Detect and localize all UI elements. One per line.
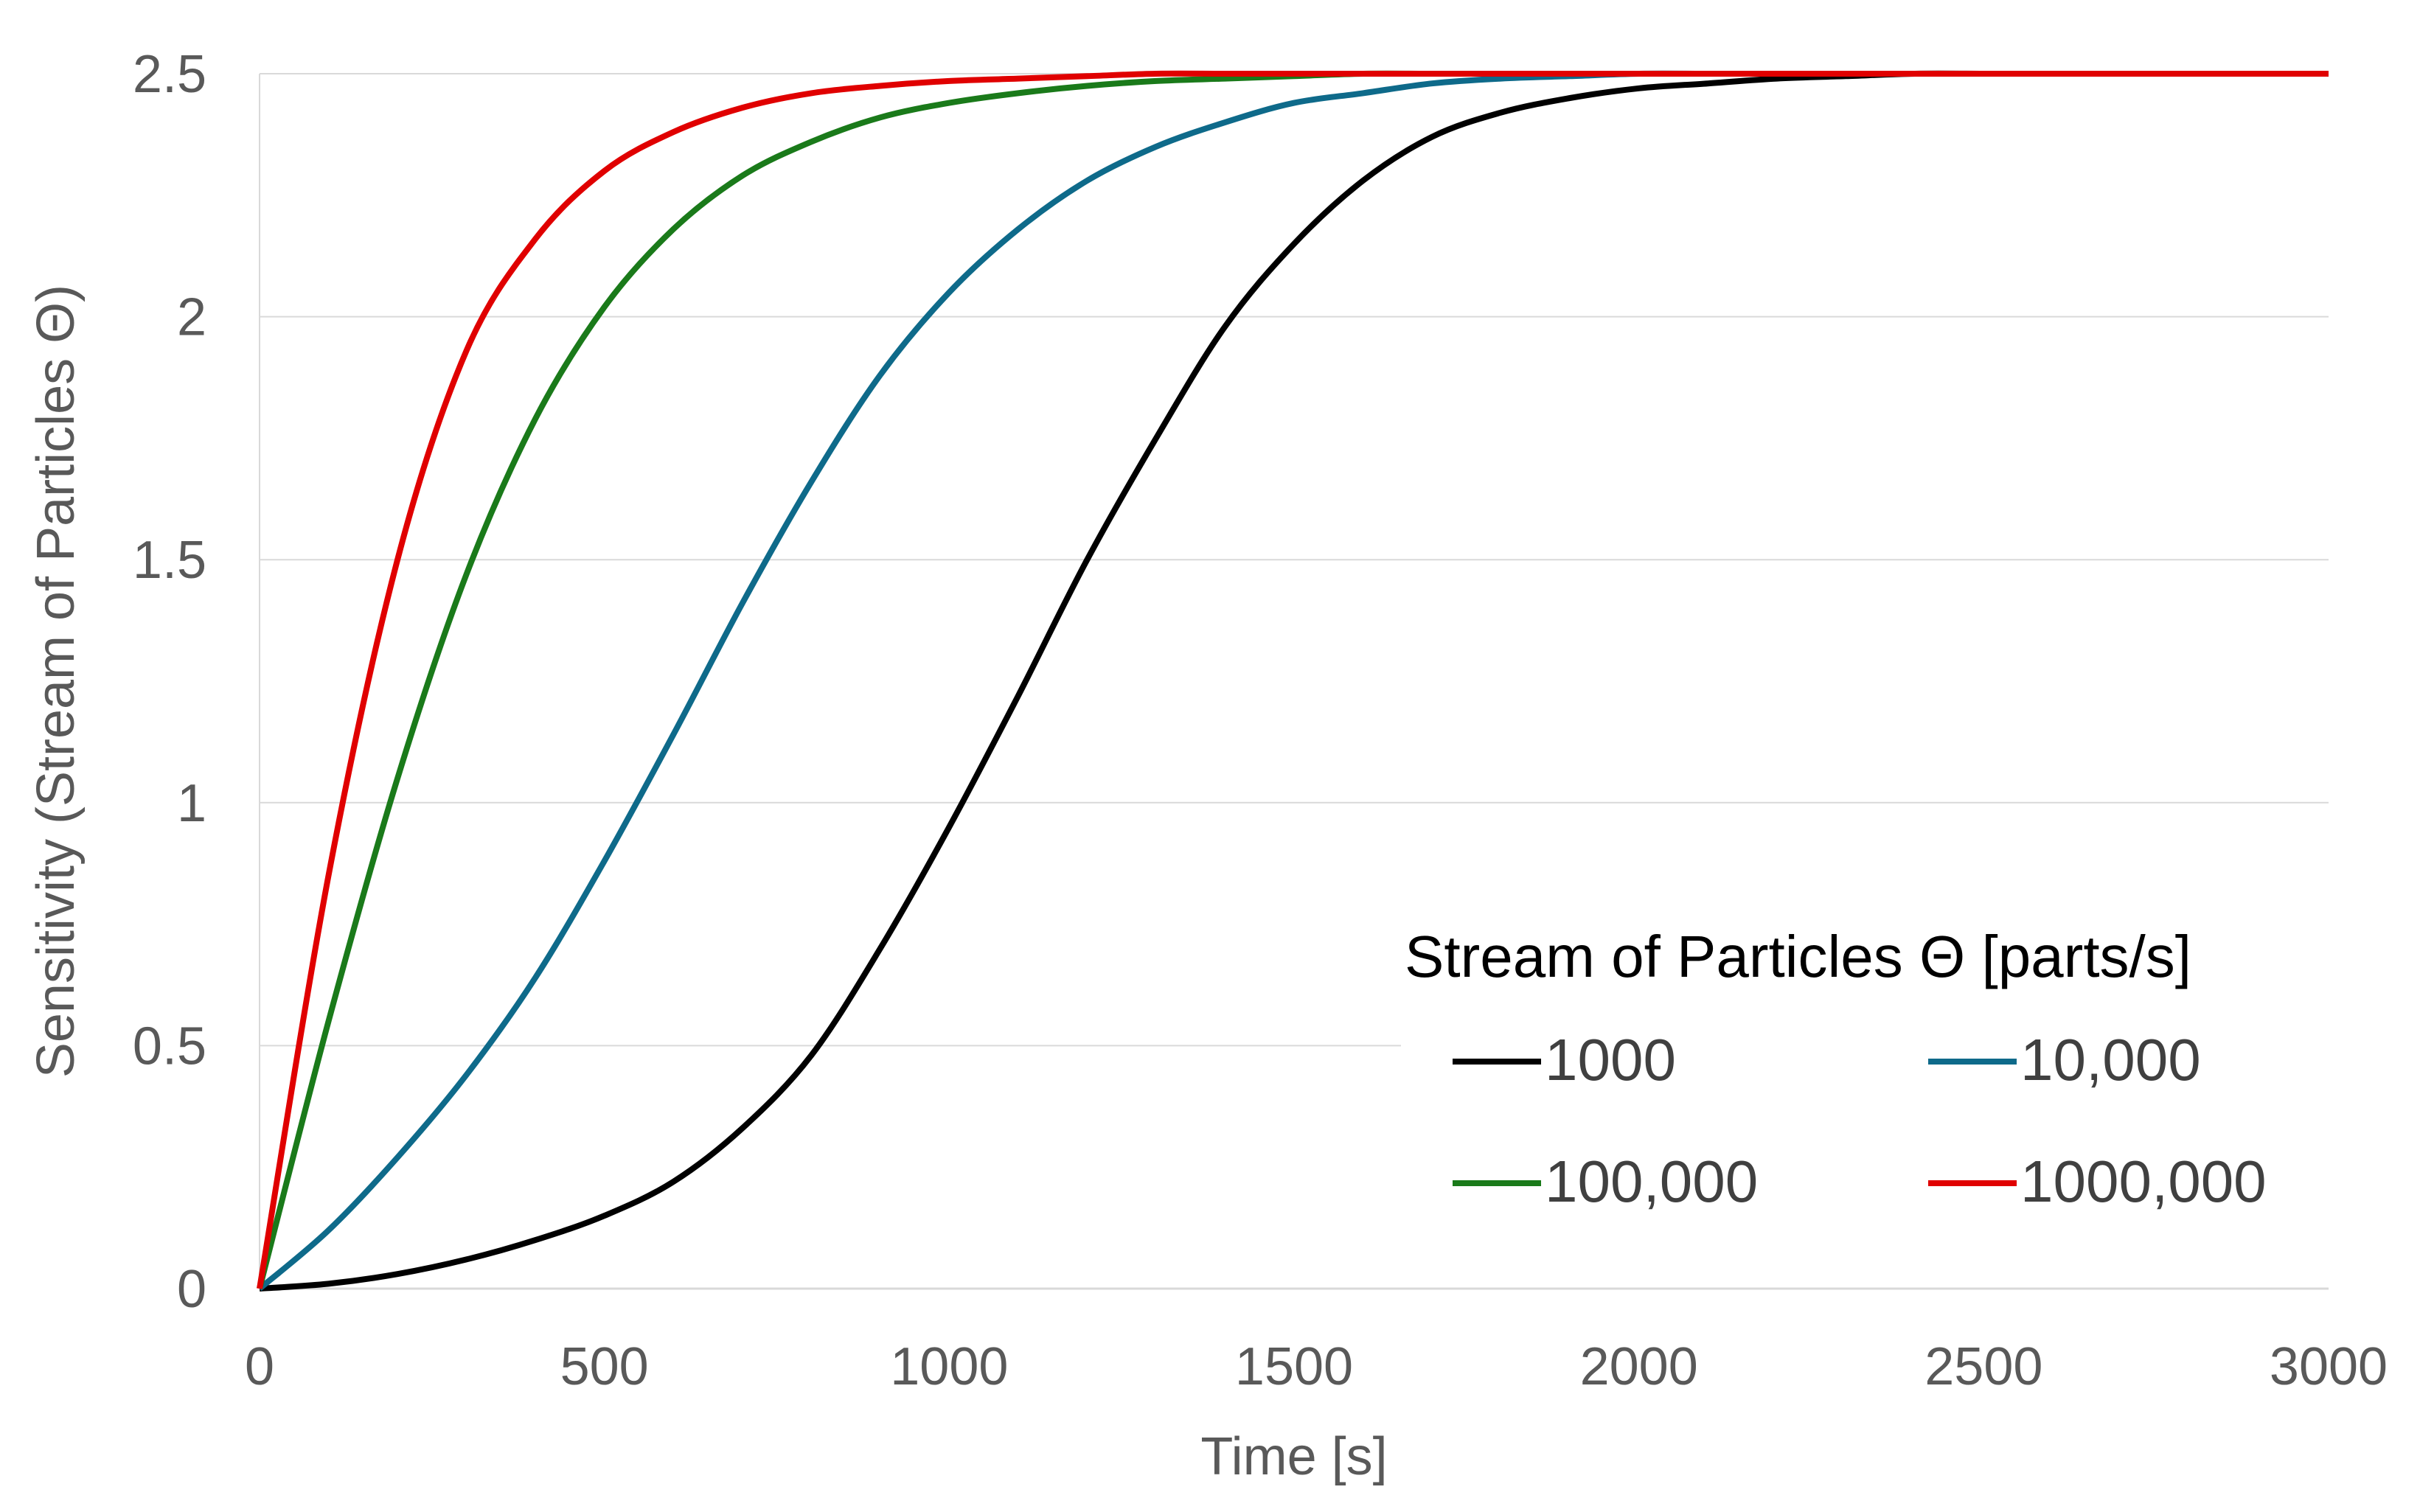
legend-items: 1000 10,000 100,000 1000,000	[1453, 1027, 2267, 1214]
x-tick-label: 3000	[2270, 1337, 2388, 1396]
series-line-3	[257, 70, 2329, 1289]
y-tick-label: 1	[177, 774, 206, 833]
legend-label-0: 1000	[1545, 1027, 1676, 1093]
axes	[259, 74, 2329, 1290]
x-tick-label: 500	[560, 1337, 649, 1396]
x-tick-label: 1500	[1235, 1337, 1353, 1396]
y-tick-label: 1.5	[133, 531, 206, 590]
y-tick-label: 2.5	[133, 45, 206, 104]
legend-label-1: 10,000	[2020, 1027, 2201, 1093]
x-axis-label: Time [s]	[1200, 1427, 1387, 1486]
gridlines	[260, 73, 2329, 1047]
y-tick-label: 0.5	[133, 1017, 206, 1076]
legend-title: Stream of Particles Θ [parts/s]	[1405, 924, 2191, 989]
legend-label-3: 1000,000	[2020, 1149, 2267, 1214]
x-tick-label: 1000	[890, 1337, 1008, 1396]
y-tick-label: 2	[177, 288, 206, 347]
tick-labels: 0 500 1000 1500 2000 2500 3000 0 0.5 1 1.5 2 2.5	[133, 45, 2388, 1396]
y-axis-label: Sensitivity (Stream of Particles Θ)	[27, 285, 86, 1078]
legend: Stream of Particles Θ [parts/s] 1000 10,0…	[1401, 914, 2382, 1253]
series-lines	[257, 70, 2329, 1292]
x-tick-label: 2500	[1924, 1337, 2042, 1396]
legend-label-2: 100,000	[1545, 1149, 1758, 1214]
x-tick-label: 0	[245, 1337, 274, 1396]
y-tick-label: 0	[177, 1260, 206, 1319]
legend-background	[1401, 914, 2382, 1253]
x-tick-label: 2000	[1580, 1337, 1698, 1396]
